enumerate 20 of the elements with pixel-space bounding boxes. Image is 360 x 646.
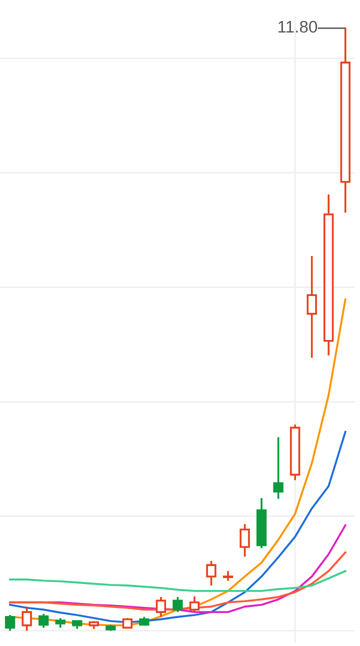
candlestick [122,617,133,629]
annotation: 11.80 [278,20,318,33]
candlestick [222,570,234,582]
candlestick [189,595,200,613]
candlestick [240,523,250,558]
candlestick [273,436,284,500]
candlestick [38,612,49,629]
candlestick [340,27,350,214]
candlestick [324,194,334,356]
candlestick [156,596,166,618]
candlestick [22,606,32,632]
candlestick [4,614,16,632]
candlestick [139,616,150,626]
candlestick [88,620,99,630]
candlestick [55,617,66,629]
candlestick [290,424,300,481]
candlestick [206,560,216,586]
candlestick [72,620,82,630]
candlestick [306,255,317,359]
candlestick [256,497,267,550]
